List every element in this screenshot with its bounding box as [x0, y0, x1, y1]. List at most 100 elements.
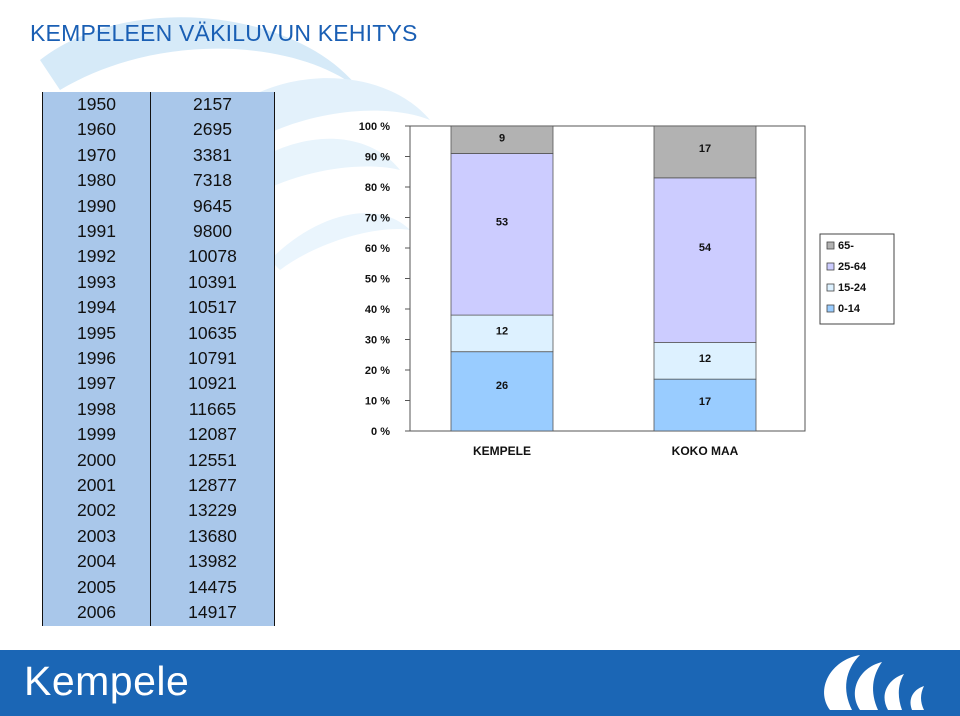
- table-row: 2000 12551: [43, 448, 274, 473]
- population-cell: 13680: [188, 525, 237, 546]
- data-label: 9: [499, 133, 505, 145]
- year-cell: 1997: [77, 373, 116, 394]
- population-cell: 10517: [188, 297, 237, 318]
- table-row: 1950 2157: [43, 92, 274, 117]
- year-cell: 1991: [77, 221, 116, 241]
- brand-name: Kempele: [24, 658, 190, 704]
- data-label: 17: [699, 396, 711, 408]
- y-tick-label: 0 %: [371, 426, 390, 438]
- y-tick-label: 20 %: [365, 365, 390, 377]
- page-title: KEMPELEEN VÄKILUVUN KEHITYS: [30, 20, 418, 46]
- population-cell: 10078: [188, 246, 237, 267]
- year-cell: 1980: [77, 170, 116, 191]
- table-row: 1991 9800: [43, 219, 274, 244]
- bar-segment: [450, 314, 554, 353]
- legend-swatch: [826, 304, 835, 313]
- population-cell: 2695: [193, 119, 232, 140]
- table-row: 1994 10517: [43, 295, 274, 320]
- legend-label: 0-14: [838, 303, 861, 315]
- table-row: 1999 12087: [43, 422, 274, 447]
- y-tick-label: 30 %: [365, 335, 390, 347]
- year-cell: 2006: [77, 602, 116, 622]
- y-tick-label: 60 %: [365, 243, 390, 255]
- bar-segment: [653, 125, 757, 179]
- population-cell: 9800: [193, 221, 232, 241]
- legend-swatch: [826, 262, 835, 271]
- table-row: 1995 10635: [43, 321, 274, 346]
- bar-segment: [450, 125, 554, 154]
- category-label: KOKO MAA: [672, 444, 739, 458]
- year-cell: 1996: [77, 348, 116, 368]
- y-tick-label: 50 %: [365, 274, 390, 286]
- y-tick-label: 90 %: [365, 152, 390, 164]
- table-row: 1996 10791: [43, 346, 274, 371]
- bar-segment: [450, 153, 554, 316]
- year-cell: 1990: [77, 195, 116, 216]
- table-row: 1980 7318: [43, 168, 274, 193]
- table-row: 1998 11665: [43, 397, 274, 422]
- population-cell: 10921: [188, 373, 237, 394]
- year-cell: 1999: [77, 424, 116, 445]
- table-row: 1992 10078: [43, 244, 274, 269]
- year-cell: 1994: [77, 297, 116, 318]
- year-cell: 2004: [77, 551, 116, 572]
- legend-swatch: [826, 283, 835, 292]
- kempele-logo-icon: [824, 655, 924, 710]
- population-cell: 10391: [188, 271, 237, 292]
- table-row: 1990 9645: [43, 194, 274, 219]
- data-label: 53: [496, 216, 508, 228]
- data-label: 12: [699, 353, 711, 365]
- population-cell: 12551: [188, 449, 237, 470]
- table-row: 1997 10921: [43, 371, 274, 396]
- legend-swatch: [826, 241, 835, 250]
- population-cell: 2157: [193, 94, 232, 114]
- year-cell: 1970: [77, 144, 116, 165]
- y-tick-label: 10 %: [365, 396, 390, 408]
- population-cell: 12087: [188, 424, 237, 445]
- population-cell: 12877: [188, 475, 237, 495]
- y-tick-label: 70 %: [365, 213, 390, 225]
- year-cell: 2005: [77, 576, 116, 597]
- year-cell: 1960: [77, 119, 116, 140]
- year-cell: 2000: [77, 449, 116, 470]
- table-row: 2002 13229: [43, 498, 274, 523]
- table-row: 2003 13680: [43, 524, 274, 549]
- table-row: 2005 14475: [43, 575, 274, 600]
- data-label: 54: [699, 242, 712, 254]
- population-cell: 10635: [188, 322, 237, 343]
- population-cell: 9645: [193, 195, 232, 216]
- year-cell: 1950: [77, 94, 116, 114]
- population-table: 1950 2157 1960 2695 1970 3381 1980 7318 1990 9645…: [42, 92, 275, 626]
- y-tick-label: 100 %: [359, 121, 390, 133]
- y-tick-label: 40 %: [365, 304, 390, 316]
- table-row: 1970 3381: [43, 143, 274, 168]
- population-cell: 13982: [188, 551, 237, 572]
- table-row: 2004 13982: [43, 549, 274, 574]
- table-row: 2006 14917: [43, 600, 274, 625]
- year-cell: 1992: [77, 246, 116, 267]
- y-tick-label: 80 %: [365, 182, 390, 194]
- population-cell: 3381: [193, 144, 232, 165]
- population-cell: 14917: [188, 602, 237, 622]
- population-cell: 10791: [188, 348, 237, 368]
- legend-label: 65-: [838, 240, 854, 252]
- year-cell: 2002: [77, 500, 116, 521]
- bar-segment: [653, 177, 757, 343]
- population-cell: 14475: [188, 576, 237, 597]
- population-cell: 13229: [188, 500, 237, 521]
- table-divider: [150, 92, 151, 626]
- table-row: 1960 2695: [43, 117, 274, 142]
- bar-segment: [653, 378, 757, 432]
- population-cell: 7318: [193, 170, 232, 191]
- data-label: 26: [496, 380, 508, 392]
- year-cell: 2001: [77, 475, 116, 495]
- table-row: 2001 12877: [43, 473, 274, 498]
- age-structure-chart: 0 % 10 % 20 % 30 % 40 % 50 % 60 % 70 % 80 % 90 % 1…: [359, 121, 895, 458]
- table-row: 1993 10391: [43, 270, 274, 295]
- data-label: 12: [496, 325, 508, 337]
- year-cell: 1995: [77, 322, 116, 343]
- legend-label: 15-24: [838, 282, 867, 294]
- bar-segment: [450, 351, 554, 432]
- data-label: 17: [699, 143, 711, 155]
- year-cell: 1998: [77, 398, 116, 419]
